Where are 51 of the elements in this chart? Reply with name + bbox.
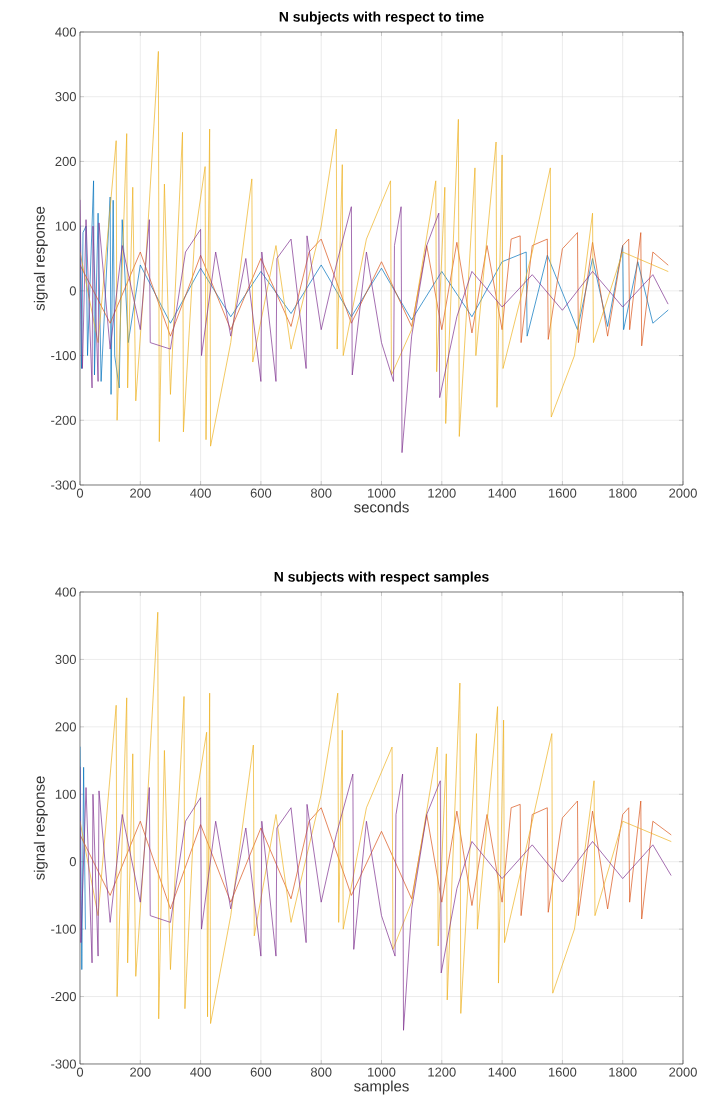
line-series	[80, 199, 669, 453]
line-series	[80, 800, 672, 920]
y-tick-label: -100	[51, 924, 77, 934]
y-tick-label: -300	[51, 1059, 77, 1069]
y-axis-title: signal response	[33, 776, 48, 880]
x-tick-label: 600	[250, 488, 272, 498]
y-tick-label: 100	[56, 221, 77, 231]
y-tick-label: 400	[55, 587, 77, 597]
x-tick-label: 400	[190, 1067, 212, 1077]
x-tick-label: 1200	[428, 1067, 456, 1077]
chart-title: N subjects with respect to time	[279, 11, 484, 25]
x-tick-label: 1400	[488, 488, 517, 498]
line-series	[80, 766, 672, 1031]
x-axis-title: seconds	[354, 501, 409, 513]
y-tick-label: -200	[51, 415, 77, 425]
x-tick-label: 400	[190, 488, 212, 498]
y-tick-label: -200	[51, 991, 77, 1002]
line-series	[80, 611, 672, 1024]
x-tick-label: 2000	[669, 1067, 698, 1077]
y-tick-label: -300	[51, 480, 77, 490]
x-tick-label: 800	[311, 488, 332, 498]
chart-title: N subjects with respect samples	[274, 571, 489, 585]
line-series	[80, 232, 669, 347]
y-tick-label: 200	[55, 156, 77, 167]
x-tick-label: 200	[130, 488, 151, 498]
x-tick-label: 1800	[609, 488, 637, 498]
y-tick-label: -100	[51, 350, 77, 361]
y-tick-label: 300	[55, 92, 77, 102]
x-tick-label: 600	[250, 1067, 272, 1077]
y-tick-label: 400	[55, 27, 77, 37]
x-tick-label: 1600	[549, 488, 577, 498]
x-tick-label: 1400	[488, 1067, 517, 1077]
y-tick-label: 200	[55, 722, 77, 732]
x-tick-label: 800	[311, 1067, 332, 1077]
x-tick-label: 1600	[549, 1067, 577, 1077]
x-tick-label: 0	[77, 488, 84, 498]
x-tick-label: 2000	[669, 488, 698, 498]
line-series	[80, 180, 669, 395]
x-tick-label: 1000	[368, 488, 396, 498]
x-tick-label: 1200	[428, 488, 456, 498]
x-tick-label: 1000	[368, 1067, 396, 1077]
y-tick-label: 300	[55, 654, 77, 664]
y-axis-title: signal response	[33, 206, 48, 311]
y-tick-label: 100	[56, 789, 77, 799]
line-series	[80, 51, 669, 447]
y-tick-label: 0	[69, 857, 77, 867]
x-tick-label: 1800	[609, 1067, 637, 1077]
x-axis-title: samples	[354, 1080, 409, 1095]
x-tick-label: 200	[130, 1067, 151, 1077]
y-tick-label: 0	[69, 286, 77, 296]
x-tick-label: 0	[77, 1067, 84, 1077]
